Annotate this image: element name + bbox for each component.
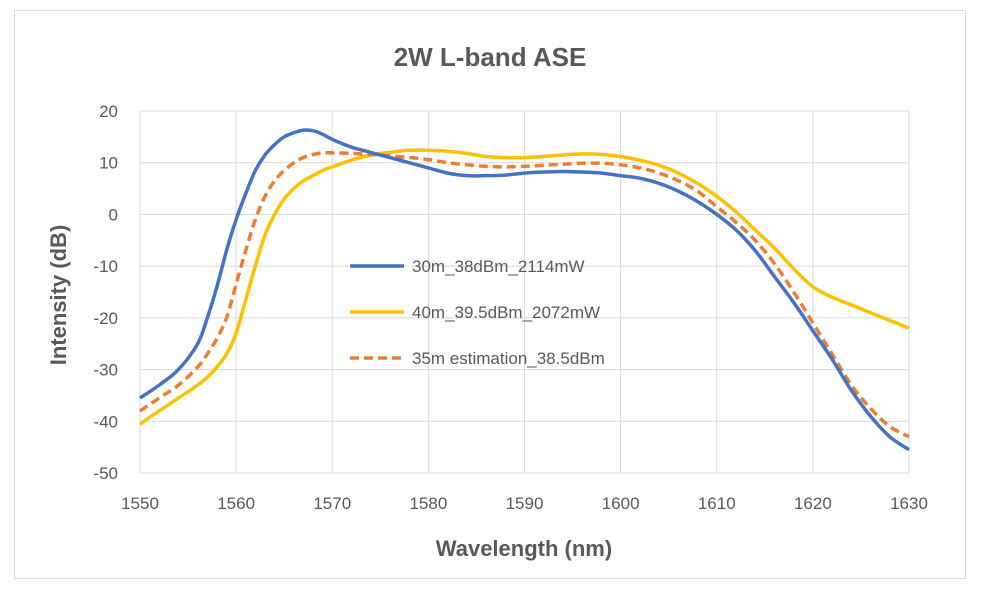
y-tick-label: -40: [93, 412, 118, 431]
series-lines: [139, 128, 910, 452]
y-tick-label: 0: [109, 205, 118, 224]
y-tick-label: -10: [93, 257, 118, 276]
y-tick-label: 10: [99, 154, 118, 173]
x-tick-label: 1620: [794, 494, 832, 513]
y-axis-title: Intensity (dB): [46, 225, 71, 366]
chart-frame: [14, 10, 966, 579]
x-tick-label: 1550: [121, 494, 159, 513]
x-tick-label: 1570: [313, 494, 351, 513]
x-axis-title: Wavelength (nm): [436, 536, 612, 561]
x-tick-label: 1630: [890, 494, 928, 513]
y-tick-label: -20: [93, 309, 118, 328]
x-tick-labels: 1550 1560 1570 1580 1590 1600 1610 1620 1630: [121, 494, 928, 513]
series-line-1: [139, 128, 910, 452]
x-tick-label: 1590: [506, 494, 544, 513]
series-line-2: [139, 148, 910, 426]
y-tick-label: 20: [99, 102, 118, 121]
x-tick-label: 1610: [698, 494, 736, 513]
legend-label-series-3: 35m estimation_38.5dBm: [412, 349, 605, 368]
y-tick-labels: 20 10 0 -10 -20 -30 -40 -50: [93, 102, 118, 483]
x-tick-label: 1600: [602, 494, 640, 513]
legend-label-series-1: 30m_38dBm_2114mW: [412, 257, 585, 276]
legend: 30m_38dBm_2114mW 40m_39.5dBm_2072mW 35m …: [350, 257, 605, 368]
grid-lines: [139, 110, 910, 474]
series-line-3: [139, 150, 910, 439]
y-tick-label: -50: [93, 464, 118, 483]
legend-label-series-2: 40m_39.5dBm_2072mW: [412, 303, 600, 322]
y-tick-label: -30: [93, 361, 118, 380]
chart-title: 2W L-band ASE: [394, 42, 587, 72]
x-tick-label: 1580: [409, 494, 447, 513]
x-tick-label: 1560: [217, 494, 255, 513]
